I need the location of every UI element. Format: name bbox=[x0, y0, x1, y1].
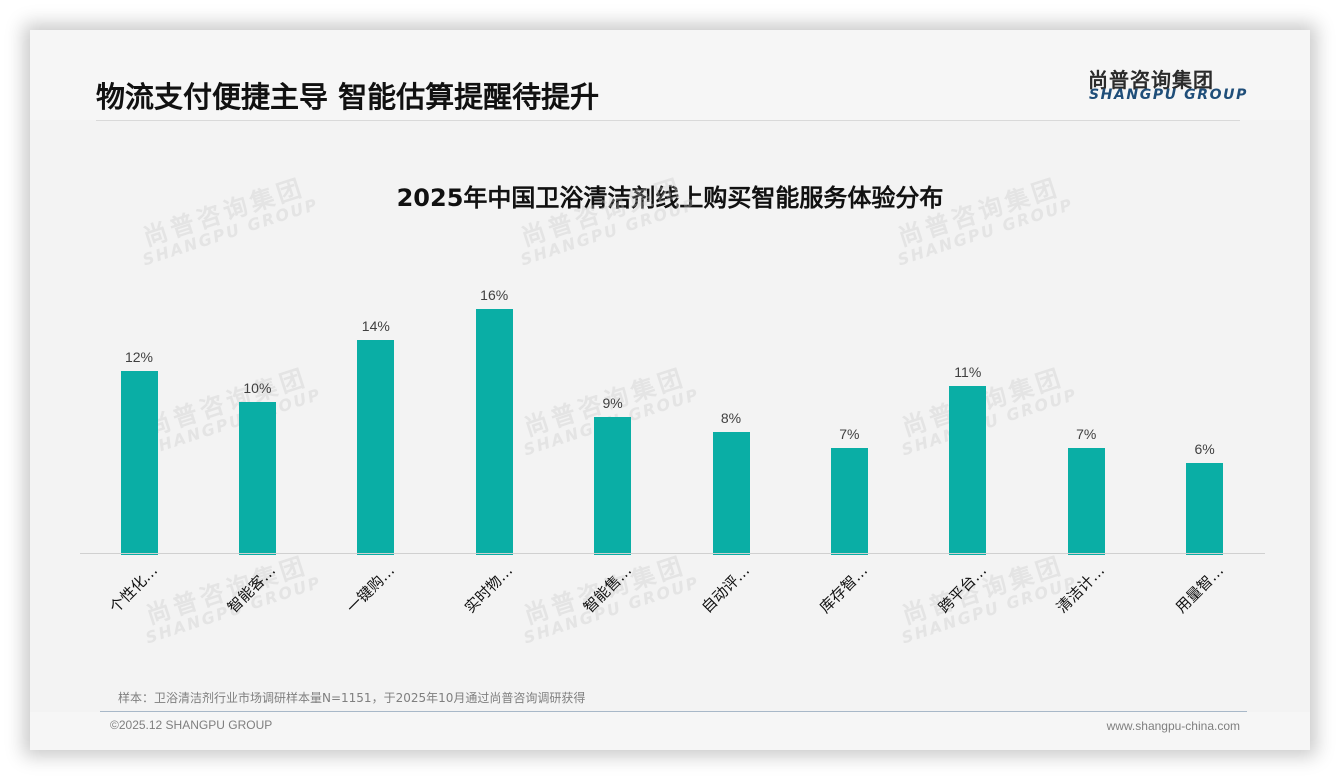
footer-band bbox=[30, 712, 1310, 750]
bar bbox=[120, 370, 158, 555]
bar-value-label: 9% bbox=[602, 394, 623, 411]
chart-title: 2025年中国卫浴清洁剂线上购买智能服务体验分布 bbox=[396, 184, 944, 212]
category-label: 智能客… bbox=[224, 561, 280, 617]
header-band bbox=[30, 30, 1310, 120]
logo-chinese: 尚普咨询集团 bbox=[1088, 68, 1214, 92]
bar-value-label: 6% bbox=[1194, 440, 1215, 457]
bar-group: 7% bbox=[830, 270, 868, 555]
bar-group: 11% bbox=[949, 270, 987, 555]
category-label: 库存智… bbox=[816, 561, 872, 617]
website-link: www.shangpu-china.com bbox=[1106, 719, 1240, 733]
bar bbox=[830, 447, 868, 555]
bar-group: 14% bbox=[357, 270, 395, 555]
category-label: 自动评… bbox=[697, 561, 754, 617]
bar-value-label: 10% bbox=[243, 379, 272, 396]
bar-value-label: 7% bbox=[839, 425, 860, 442]
x-axis-line bbox=[80, 553, 1265, 554]
footer-divider bbox=[100, 711, 1247, 712]
bar-value-label: 11% bbox=[954, 364, 982, 381]
bar bbox=[949, 386, 987, 555]
bar bbox=[594, 416, 632, 555]
category-label: 跨平台… bbox=[934, 561, 990, 617]
bar bbox=[238, 401, 276, 555]
category-label: 用量智… bbox=[1171, 561, 1227, 617]
bar bbox=[1186, 462, 1224, 555]
bar-value-label: 16% bbox=[480, 287, 509, 304]
bar-group: 12% bbox=[120, 270, 158, 555]
bar-value-label: 8% bbox=[720, 410, 742, 427]
bar-group: 7% bbox=[1067, 270, 1105, 555]
title-divider bbox=[96, 120, 1240, 121]
bar bbox=[1067, 447, 1105, 555]
bar bbox=[475, 309, 513, 555]
bar-value-label: 12% bbox=[124, 348, 154, 365]
bar bbox=[712, 432, 750, 555]
sample-note: 样本：卫浴清洁剂行业市场调研样本量N=1151，于2025年10月通过尚普咨询调… bbox=[118, 691, 586, 705]
category-label: 实时物… bbox=[461, 561, 517, 617]
page-title: 物流支付便捷主导 智能估算提醒待提升 bbox=[96, 80, 600, 114]
category-label: 智能售… bbox=[579, 561, 635, 617]
bar-group: 10% bbox=[238, 270, 276, 555]
bar-group: 6% bbox=[1186, 270, 1224, 555]
bar bbox=[357, 340, 395, 555]
bar-value-label: 14% bbox=[361, 318, 390, 335]
bar-group: 16% bbox=[475, 270, 513, 555]
category-label: 清洁计… bbox=[1053, 561, 1109, 617]
bar-group: 8% bbox=[712, 270, 750, 555]
category-label: 一键购… bbox=[342, 561, 398, 617]
bar-chart-plot: 12% 10% 14% 16% 9% 8% 7% 11% 7% 6% bbox=[80, 270, 1265, 555]
slide: 物流支付便捷主导 智能估算提醒待提升 尚普咨询集团 SHANGPU GROUP … bbox=[30, 30, 1310, 750]
bar-value-label: 7% bbox=[1076, 425, 1097, 442]
bar-group: 9% bbox=[594, 270, 632, 555]
copyright: ©2025.12 SHANGPU GROUP bbox=[110, 718, 273, 732]
logo-english: SHANGPU GROUP bbox=[1089, 87, 1248, 103]
category-label: 个性化… bbox=[105, 561, 162, 617]
